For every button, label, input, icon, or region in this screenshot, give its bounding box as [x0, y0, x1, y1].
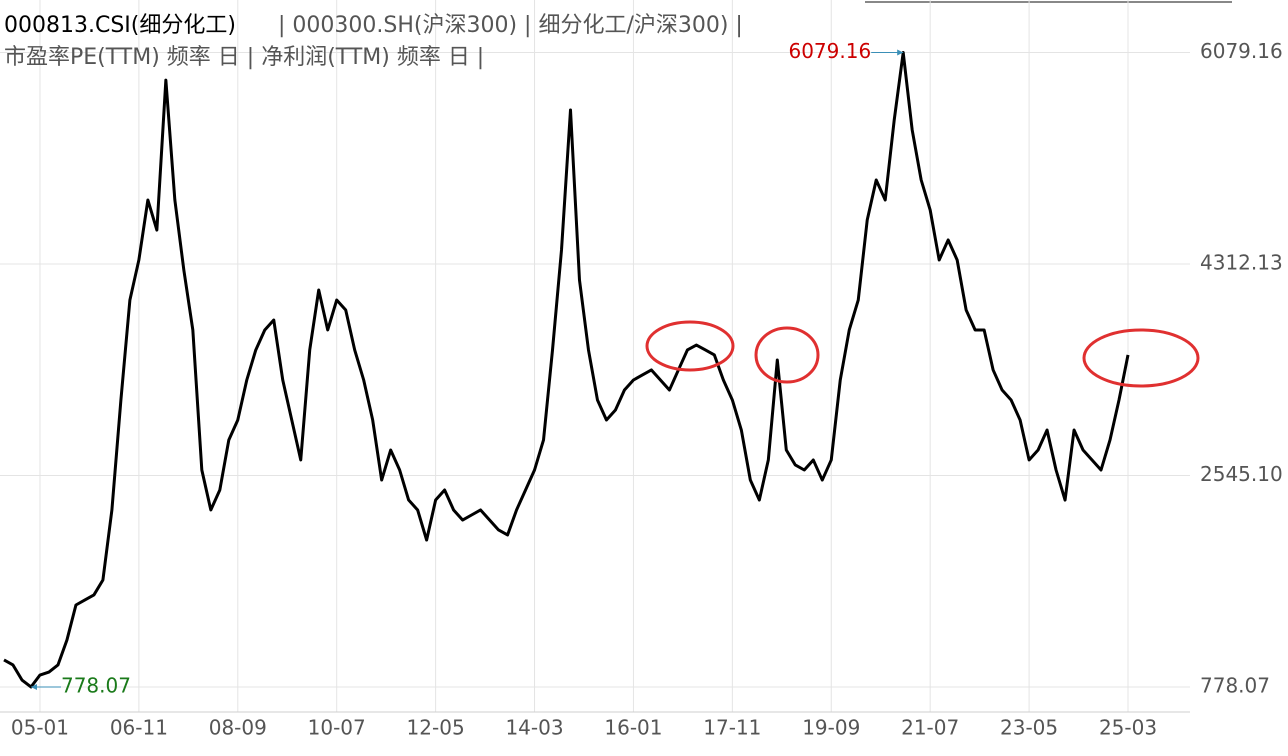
x-tick-label: 19-09	[802, 716, 860, 740]
chart-subtitle: | 000300.SH(沪深300) | 细分化工/沪深300) |	[278, 13, 743, 38]
x-tick-label: 25-03	[1099, 716, 1157, 740]
annotation-arrowhead	[30, 683, 37, 690]
annotation-label: 6079.16	[788, 39, 871, 63]
x-tick-label: 12-05	[407, 716, 465, 740]
y-tick-label: 2545.10	[1200, 462, 1283, 486]
x-tick-label: 05-01	[11, 716, 69, 740]
x-tick-label: 08-09	[209, 716, 267, 740]
annotation-label: 778.07	[61, 673, 131, 697]
highlight-circle	[1082, 328, 1200, 388]
x-tick-label: 23-05	[1000, 716, 1058, 740]
y-tick-label: 6079.16	[1200, 39, 1283, 63]
x-tick-label: 14-03	[505, 716, 563, 740]
plot: 778.07 2545.10 4312.13 6079.16 05-01 06-11 08-…	[0, 0, 1283, 740]
x-tick-label: 21-07	[901, 716, 959, 740]
chart-title: 000813.CSI(细分化工)	[4, 13, 236, 38]
highlight-circle	[645, 320, 735, 372]
annotation-arrowhead	[897, 49, 904, 56]
x-tick-label: 16-01	[604, 716, 662, 740]
y-tick-label: 778.07	[1200, 673, 1270, 697]
x-tick-label: 17-11	[703, 716, 761, 740]
x-tick-label: 10-07	[308, 716, 366, 740]
highlight-circle	[754, 326, 820, 384]
line-series	[3, 51, 1130, 689]
x-tick-label: 06-11	[110, 716, 168, 740]
y-tick-label: 4312.13	[1200, 251, 1283, 275]
chart-caption: 市盈率PE(TTM) 频率 日 | 净利润(TTM) 频率 日 |	[4, 45, 484, 70]
